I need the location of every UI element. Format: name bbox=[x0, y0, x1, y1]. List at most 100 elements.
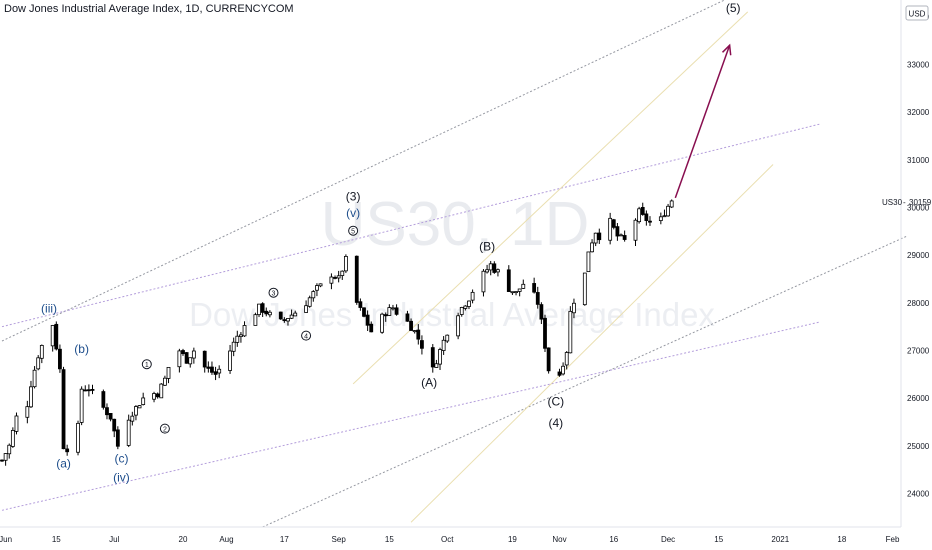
candle-body bbox=[260, 303, 265, 313]
candle-body bbox=[416, 329, 421, 340]
candle-body bbox=[648, 220, 652, 223]
upper-channel-line bbox=[1, 0, 726, 342]
candle-body bbox=[496, 269, 500, 273]
candle-body bbox=[10, 430, 15, 447]
candle-body bbox=[115, 429, 120, 447]
candle-body bbox=[108, 413, 113, 420]
candle-body bbox=[206, 366, 211, 369]
time-axis[interactable]: Jun 15 Jul 20 Aug 17 Sep 15 Oct 19 Nov 16 Dec 15 2021 1… bbox=[0, 526, 901, 544]
wave-label: (v) bbox=[346, 206, 360, 220]
wave-label: 1 bbox=[145, 362, 149, 369]
candle-body bbox=[492, 263, 497, 273]
time-tick-label: 19 bbox=[508, 535, 517, 544]
candle-body bbox=[582, 272, 587, 306]
candle-body bbox=[362, 307, 366, 317]
candle-body bbox=[307, 297, 312, 307]
wave-label-circle bbox=[159, 423, 170, 434]
candle-body bbox=[0, 459, 4, 462]
time-tick-label: 15 bbox=[714, 535, 723, 544]
candle-body bbox=[188, 357, 193, 365]
candle-body bbox=[430, 347, 435, 368]
candle-body bbox=[456, 315, 461, 337]
candle-body bbox=[441, 339, 446, 351]
candle-body bbox=[622, 235, 627, 240]
wave-label: (B) bbox=[479, 239, 495, 253]
candle-body bbox=[391, 307, 395, 310]
candle-body bbox=[39, 345, 44, 359]
upper-purple-line bbox=[1, 123, 821, 328]
candle-body bbox=[159, 383, 164, 399]
time-tick-label: Dec bbox=[661, 535, 675, 544]
candle-body bbox=[644, 213, 649, 221]
candle-body bbox=[467, 300, 471, 307]
candle-body bbox=[162, 377, 167, 386]
last-price-label: US30 - 30159 bbox=[882, 198, 932, 207]
candle-body bbox=[412, 330, 417, 333]
wave-label: 3 bbox=[272, 291, 276, 298]
candle-body bbox=[112, 418, 117, 432]
price-axis[interactable]: 24000 25000 26000 27000 28000 29000 30000 31000… bbox=[900, 0, 930, 527]
candle-body bbox=[315, 285, 319, 291]
candle-body bbox=[50, 325, 55, 347]
currency-badge[interactable]: USD bbox=[905, 5, 929, 21]
wave-label: (b) bbox=[74, 342, 89, 356]
price-tick-label: 26000 bbox=[907, 394, 930, 403]
candle-body bbox=[65, 448, 70, 453]
candle-body bbox=[365, 314, 370, 326]
candle-body bbox=[134, 406, 138, 416]
candle-body bbox=[14, 415, 19, 432]
yellow-upper-line bbox=[352, 11, 749, 385]
candle-body bbox=[311, 291, 316, 299]
time-tick-label: 20 bbox=[179, 535, 188, 544]
candle-body bbox=[235, 335, 240, 343]
candle-body bbox=[191, 350, 196, 359]
candle-body bbox=[521, 283, 526, 289]
candle-body bbox=[405, 313, 410, 322]
candle-body bbox=[561, 365, 565, 375]
wave-label-circle bbox=[141, 359, 152, 370]
projection-arrow bbox=[674, 43, 732, 199]
candle-body bbox=[445, 334, 450, 342]
watermark-name: Dow Jones Industrial Average Index bbox=[189, 296, 715, 333]
wave-label: (A) bbox=[421, 375, 437, 389]
candle-body bbox=[658, 216, 663, 221]
candle-body bbox=[3, 453, 8, 461]
time-tick-label: 2021 bbox=[771, 535, 789, 544]
candle-body bbox=[267, 311, 272, 316]
candle-body bbox=[506, 269, 511, 292]
price-tick-label: 31000 bbox=[907, 156, 930, 165]
price-tick-label: 30000 bbox=[907, 203, 930, 212]
candle-body bbox=[58, 348, 62, 370]
candle-body bbox=[202, 350, 207, 368]
chart-title: Dow Jones Industrial Average Index, 1D, … bbox=[4, 3, 294, 15]
wave-label: (C) bbox=[548, 394, 565, 408]
wave-label: 4 bbox=[304, 334, 308, 341]
candle-body bbox=[101, 391, 106, 408]
candle-body bbox=[517, 288, 522, 292]
candle-body bbox=[640, 207, 645, 215]
candle-body bbox=[387, 307, 392, 316]
candle-body bbox=[333, 277, 337, 279]
candle-body bbox=[459, 307, 464, 315]
candle-body bbox=[177, 350, 182, 368]
price-tick-label: 29000 bbox=[907, 251, 930, 260]
candle-body bbox=[126, 419, 131, 446]
candle-body bbox=[90, 389, 95, 391]
candle-body bbox=[546, 347, 551, 372]
wave-label: (iv) bbox=[113, 471, 130, 485]
candle-body bbox=[79, 388, 84, 423]
candle-body bbox=[590, 242, 594, 253]
lower-channel-line bbox=[262, 235, 908, 528]
candle-body bbox=[7, 444, 12, 455]
candle-body bbox=[535, 292, 540, 305]
candle-body bbox=[76, 422, 80, 453]
candle-body bbox=[289, 314, 294, 319]
wave-labels: (iii) (b) (a) (c) (iv) 1 2 3 4 5 (v) (3) (A) (B) (C) (4… bbox=[41, 1, 741, 485]
candle-body bbox=[242, 325, 247, 337]
candle-body bbox=[593, 232, 598, 244]
currency-badge-label: USD bbox=[909, 10, 926, 19]
wave-label: (a) bbox=[56, 456, 71, 470]
candle-body bbox=[358, 301, 363, 308]
price-label-sep: - bbox=[903, 198, 906, 207]
